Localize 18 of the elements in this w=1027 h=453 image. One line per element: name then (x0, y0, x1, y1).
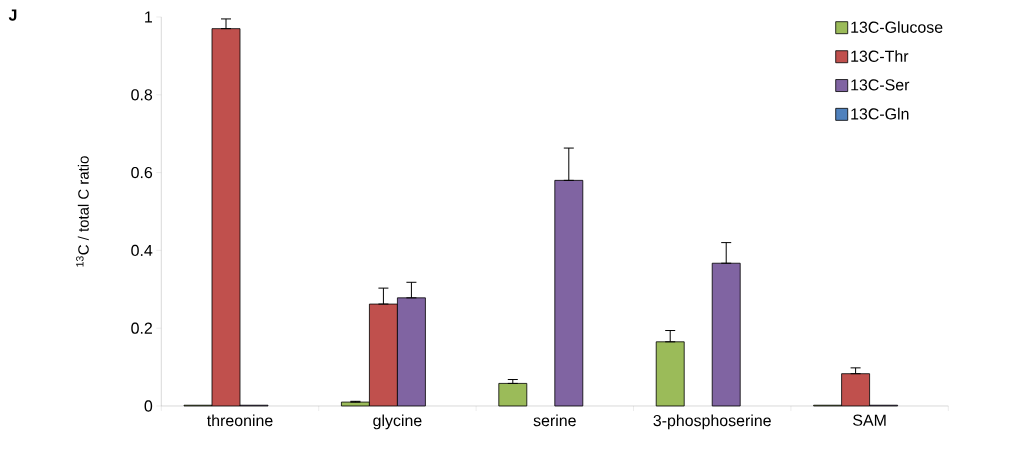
legend-label: 13C-Thr (851, 50, 909, 62)
bar (498, 383, 528, 407)
y-tick-label: 1 (145, 11, 152, 23)
legend-label: 13C-Glucose (851, 21, 943, 33)
y-tick-label: 0.8 (131, 89, 153, 101)
x-tick-label: 3-phosphoserine (653, 414, 771, 430)
x-tick-label: serine (533, 414, 576, 427)
legend-label: 13C-Ser (851, 79, 910, 91)
x-tick-label: glycine (373, 414, 422, 430)
y-tick-label: 0.4 (131, 244, 153, 257)
legend-label: 13C-Gln (851, 107, 909, 120)
y-tick-label: 0.6 (131, 166, 153, 179)
x-tick-label: SAM (853, 414, 886, 426)
x-tick-label: threonine (207, 414, 273, 427)
y-axis-title: $^{13}$C / total C ratio (76, 156, 89, 267)
text: J (8, 9, 17, 21)
y-tick-label: 0 (144, 400, 153, 412)
y-tick-label: 0.2 (131, 322, 152, 334)
